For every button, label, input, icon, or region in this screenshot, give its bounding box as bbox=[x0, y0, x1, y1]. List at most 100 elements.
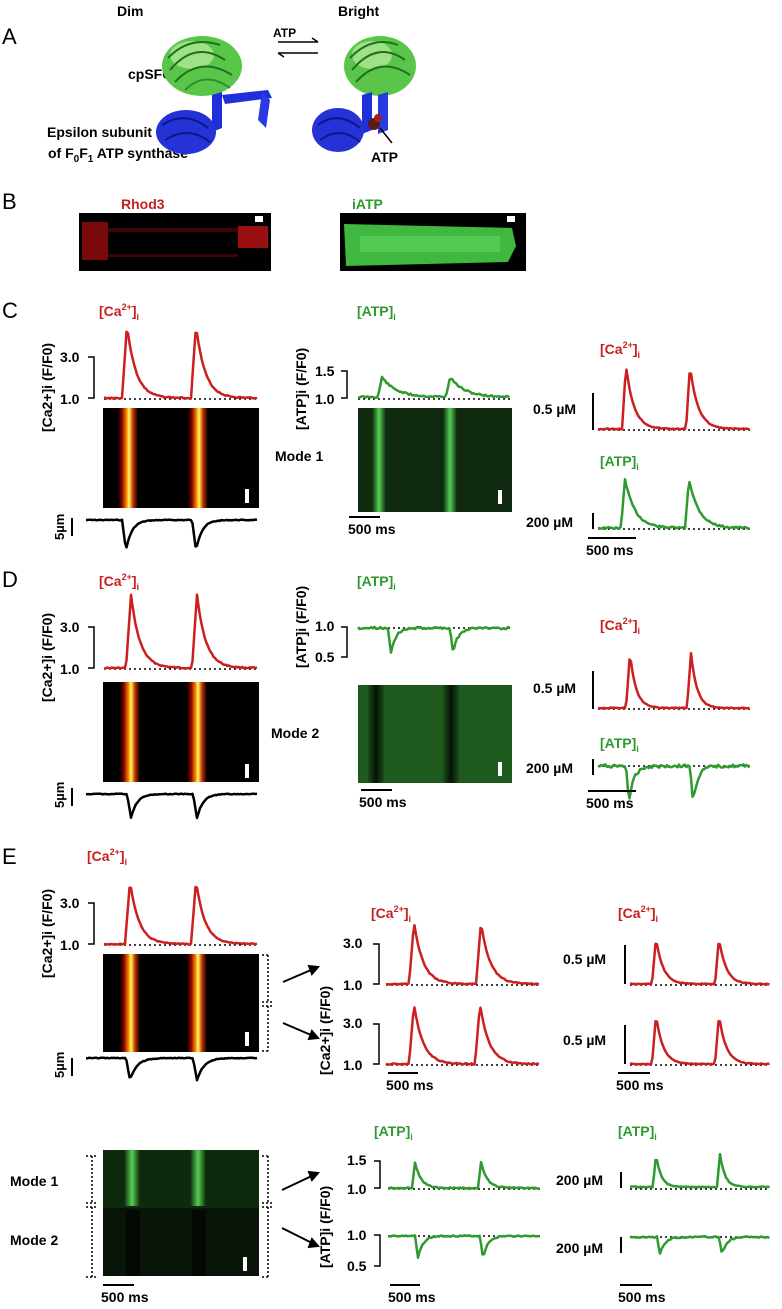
panel-e-right-mode-brackets bbox=[262, 1155, 274, 1278]
e-mid-ca2-line bbox=[385, 1006, 540, 1066]
panel-e-left-mode-brackets bbox=[86, 1155, 98, 1278]
panel-c-ca-tick-low: 1.0 bbox=[60, 391, 80, 407]
e-mid-atp2-line bbox=[387, 1234, 540, 1260]
d-atp-trace-line bbox=[357, 625, 510, 654]
panel-e-ca-trace bbox=[103, 885, 258, 946]
panel-d-cell-shortening-trace bbox=[85, 792, 258, 820]
panel-e-right-ca-title: [Ca2+]i bbox=[618, 904, 658, 924]
panel-e-mode2-label: Mode 2 bbox=[10, 1232, 58, 1248]
equilibrium-arrows bbox=[277, 37, 319, 58]
panel-d-atp-tick-high: 1.0 bbox=[315, 618, 335, 634]
panel-e-right-ca-ms-scale-label: 500 ms bbox=[616, 1077, 664, 1093]
panel-e-ca-title: [Ca2+]i bbox=[87, 847, 127, 867]
e-mid-atp1-line bbox=[388, 1160, 540, 1190]
bright-cpsfgfp-structure bbox=[344, 36, 416, 96]
panel-c-right-atp-title: [ATP]i bbox=[600, 453, 639, 472]
d-cell-trace-line bbox=[85, 792, 258, 820]
panel-d-ca-y-axis bbox=[88, 626, 95, 669]
panel-e-atp-ms-scale-label: 500 ms bbox=[101, 1289, 149, 1305]
panel-e-right-ca-trace-2 bbox=[629, 1019, 770, 1066]
panel-e-ca-y-axis bbox=[88, 902, 95, 945]
panel-e-mid-ca-tick-low-2: 1.0 bbox=[343, 1057, 363, 1073]
bright-label: Bright bbox=[338, 3, 380, 19]
panel-d-right-ca-trace bbox=[597, 651, 751, 710]
panel-e-mid-atp-tick-low: 1.0 bbox=[347, 1181, 367, 1197]
panel-e-cell-shortening-trace bbox=[85, 1056, 258, 1082]
atp-arrow-label: ATP bbox=[273, 26, 296, 40]
panel-c-right-ms-scale-label: 500 ms bbox=[586, 542, 634, 558]
panel-d-right-atp-title: [ATP]i bbox=[600, 735, 639, 754]
panel-c-right-atp-trace bbox=[597, 477, 751, 530]
panel-e-arrows-atp bbox=[281, 1170, 320, 1249]
panel-e-mid-ca-tick-high-2: 3.0 bbox=[343, 1015, 363, 1031]
panel-e-arrows-ca bbox=[282, 964, 320, 1041]
panel-d-mode-label: Mode 2 bbox=[271, 725, 319, 741]
e-right-ca2-line bbox=[629, 1019, 770, 1066]
panel-c-letter: C bbox=[2, 298, 18, 323]
rhod3-label: Rhod3 bbox=[121, 196, 165, 212]
panel-e-mid-ca-tick-high-1: 3.0 bbox=[343, 935, 363, 951]
panel-c-ca-trace bbox=[103, 330, 258, 400]
panel-d-right-ms-scale-label: 500 ms bbox=[586, 795, 634, 811]
panel-e-mid-ca-tick-low-1: 1.0 bbox=[343, 977, 363, 993]
panel-e-ca-axis-label: [Ca2+]i (F/F0) bbox=[39, 889, 55, 978]
dim-protein-structure bbox=[156, 36, 272, 154]
panel-d-letter: D bbox=[2, 567, 18, 592]
panel-d-atp-linescan bbox=[358, 685, 512, 783]
panel-c-atp-axis-label: [ATP]i (F/F0) bbox=[293, 348, 309, 430]
panel-e-right-atp-cal-label-1: 200 µM bbox=[556, 1172, 603, 1188]
c-ca-trace-line bbox=[103, 330, 258, 400]
panel-e-mid-atp-tick-high: 1.5 bbox=[347, 1152, 367, 1168]
bright-protein-structure bbox=[312, 36, 416, 152]
panel-c-right-ca-title: [Ca2+]i bbox=[600, 340, 640, 360]
iatp-scale-bar bbox=[507, 216, 515, 222]
panel-e-mid-ca-y-axis-1 bbox=[373, 943, 380, 985]
c-right-ca-line bbox=[597, 368, 750, 431]
panel-e-right-ca-trace-1 bbox=[629, 942, 770, 986]
e-ca-trace-line bbox=[103, 885, 258, 946]
panel-c-atp-linescan bbox=[358, 408, 512, 512]
panel-c-5um-scale-label: 5µm bbox=[52, 514, 67, 540]
panel-e-right-atp-cal-label-2: 200 µM bbox=[556, 1240, 603, 1256]
panel-d-right-atp-cal-label: 200 µM bbox=[526, 760, 573, 776]
e-right-atp1-line bbox=[629, 1152, 770, 1189]
panel-d-atp-tick-low: 0.5 bbox=[315, 649, 335, 665]
panel-e-letter: E bbox=[2, 844, 17, 869]
panel-e-right-ca-cal-label-1: 0.5 µM bbox=[563, 951, 606, 967]
panel-c-ms-scale-label: 500 ms bbox=[348, 521, 396, 537]
iatp-label: iATP bbox=[352, 196, 383, 212]
panel-e-mid-atp-ms-scale-label: 500 ms bbox=[388, 1289, 436, 1305]
panel-c-atp-tick-low: 1.0 bbox=[315, 391, 335, 407]
panel-e-ca-tick-high: 3.0 bbox=[60, 895, 80, 911]
panel-e-mid-ca-ms-scale-label: 500 ms bbox=[386, 1077, 434, 1093]
atp-bound-label: ATP bbox=[371, 149, 398, 165]
panel-e-5um-scale-label: 5µm bbox=[52, 1052, 67, 1078]
panel-d-right-ca-cal-label: 0.5 µM bbox=[533, 680, 576, 696]
panel-d-ca-title: [Ca2+]i bbox=[99, 572, 139, 592]
panel-d-atp-trace bbox=[357, 625, 510, 654]
panel-e-ca-linescan bbox=[103, 954, 259, 1052]
panel-e-mid-atp-tick-low-2: 0.5 bbox=[347, 1258, 367, 1274]
panel-e-right-ca-cal-label-2: 0.5 µM bbox=[563, 1032, 606, 1048]
panel-d-ca-trace bbox=[104, 593, 258, 670]
panel-d-5um-scale-label: 5µm bbox=[52, 782, 67, 808]
d-right-ca-line bbox=[597, 651, 751, 710]
panel-c-atp-trace bbox=[357, 375, 510, 400]
e-cell-trace-line bbox=[85, 1056, 258, 1082]
panel-e-mid-atp-y-axis-2 bbox=[374, 1234, 381, 1267]
atp-pointer-line bbox=[379, 127, 393, 144]
panel-e-right-atp-trace-mode1 bbox=[629, 1152, 770, 1189]
panel-c-right-ca-trace bbox=[597, 368, 750, 431]
panel-c-ca-linescan bbox=[103, 408, 259, 508]
panel-c-right-atp-cal-label: 200 µM bbox=[526, 514, 573, 530]
panel-d-atp-title: [ATP]i bbox=[357, 573, 396, 592]
panel-e-mid-ca-title: [Ca2+]i bbox=[371, 904, 411, 924]
panel-d-right-atp-trace bbox=[597, 763, 751, 800]
panel-b-letter: B bbox=[2, 189, 17, 214]
panel-d-ca-tick-low: 1.0 bbox=[60, 661, 80, 677]
panel-e-mid-atp-trace-mode2 bbox=[387, 1234, 540, 1260]
rhod3-cell-image bbox=[79, 213, 271, 271]
panel-e-ca-region-brackets bbox=[262, 954, 274, 1052]
